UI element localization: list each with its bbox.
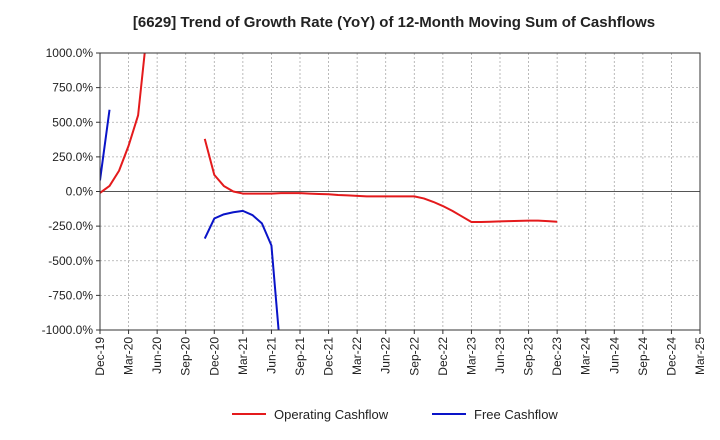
y-tick-label: -1000.0% (42, 323, 94, 337)
x-tick-label: Sep-21 (293, 337, 307, 376)
legend: Operating Cashflow Free Cashflow (232, 407, 558, 422)
y-tick-label: 750.0% (52, 81, 93, 95)
x-axis: Dec-19 Mar-20 Jun-20 Sep-20 Dec-20 Mar-21 Jun-… (93, 330, 707, 376)
series-layer (100, 53, 558, 330)
x-tick-label: Jun-24 (607, 337, 621, 374)
grid (100, 53, 700, 330)
x-tick-label: Jun-20 (150, 337, 164, 374)
x-tick-label: Dec-20 (207, 337, 221, 376)
x-tick-label: Dec-21 (322, 337, 336, 376)
x-tick-label: Jun-22 (379, 337, 393, 374)
chart-title: [6629] Trend of Growth Rate (YoY) of 12-… (133, 14, 655, 31)
x-tick-label: Dec-23 (550, 337, 564, 376)
x-tick-label: Mar-21 (236, 337, 250, 375)
x-tick-label: Mar-20 (122, 337, 136, 375)
y-tick-label: 500.0% (52, 115, 93, 129)
series-line-operating-cashflow (100, 53, 558, 223)
x-tick-label: Mar-25 (693, 337, 707, 375)
y-tick-label: -500.0% (48, 254, 93, 268)
y-axis: 1000.0% 750.0% 500.0% 250.0% 0.0% -250.0% -500… (42, 46, 100, 337)
legend-item: Operating Cashflow (232, 407, 389, 422)
y-tick-label: 0.0% (66, 185, 94, 199)
y-tick-label: 1000.0% (46, 46, 94, 60)
x-tick-label: Dec-24 (664, 337, 678, 376)
y-tick-label: 250.0% (52, 150, 93, 164)
x-tick-label: Dec-19 (93, 337, 107, 376)
x-tick-label: Mar-23 (464, 337, 478, 375)
legend-label: Free Cashflow (474, 407, 558, 422)
series-line-free-cashflow (100, 109, 280, 330)
x-tick-label: Mar-24 (579, 337, 593, 375)
y-tick-label: -250.0% (48, 219, 93, 233)
x-tick-label: Sep-23 (522, 337, 536, 376)
legend-item: Free Cashflow (432, 407, 558, 422)
x-tick-label: Mar-22 (350, 337, 364, 375)
x-tick-label: Jun-23 (493, 337, 507, 374)
x-tick-label: Sep-20 (179, 337, 193, 376)
x-tick-label: Sep-24 (636, 337, 650, 376)
y-tick-label: -750.0% (48, 288, 93, 302)
x-tick-label: Sep-22 (407, 337, 421, 376)
legend-label: Operating Cashflow (274, 407, 389, 422)
x-tick-label: Dec-22 (436, 337, 450, 376)
x-tick-label: Jun-21 (264, 337, 278, 374)
